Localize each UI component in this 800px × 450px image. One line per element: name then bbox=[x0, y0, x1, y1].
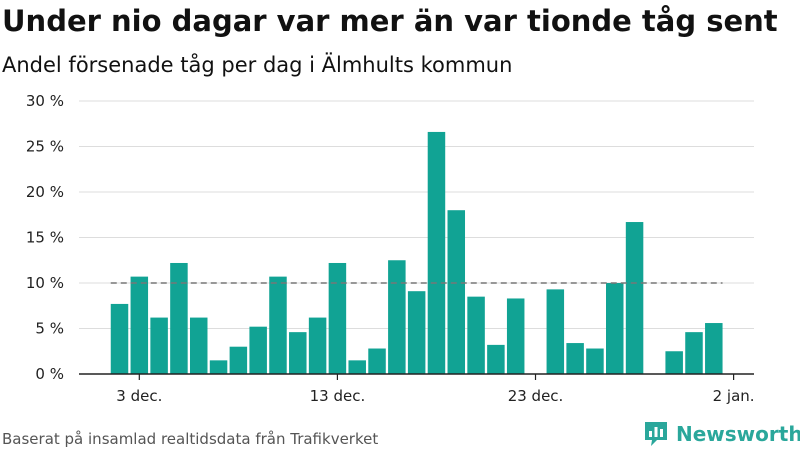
x-tick-label: 2 jan. bbox=[713, 387, 755, 405]
bar bbox=[665, 351, 683, 374]
newsworthy-logo-icon bbox=[645, 422, 667, 446]
bar bbox=[407, 291, 426, 374]
y-tick-label: 20 % bbox=[26, 183, 64, 201]
bar bbox=[249, 326, 267, 374]
bar bbox=[467, 296, 485, 374]
bar bbox=[269, 276, 287, 374]
y-tick-label: 15 % bbox=[26, 229, 64, 247]
bar bbox=[170, 262, 188, 374]
bar bbox=[487, 344, 505, 374]
bar bbox=[368, 348, 386, 374]
bar bbox=[289, 332, 307, 374]
newsworthy-logo: Newsworthy bbox=[643, 420, 800, 448]
bar bbox=[546, 289, 565, 374]
bar bbox=[130, 276, 149, 374]
brand-name: Newsworthy bbox=[676, 422, 800, 446]
bar bbox=[150, 317, 168, 374]
bar bbox=[625, 222, 644, 374]
bar bbox=[705, 323, 723, 374]
x-tick-label: 13 dec. bbox=[310, 387, 366, 405]
bar bbox=[308, 317, 327, 374]
y-tick-label: 25 % bbox=[26, 138, 64, 156]
bar bbox=[566, 343, 584, 374]
y-tick-label: 0 % bbox=[35, 365, 64, 383]
bar bbox=[447, 210, 466, 374]
bar bbox=[388, 260, 406, 374]
x-tick-label: 23 dec. bbox=[508, 387, 564, 405]
chart-subtitle: Andel försenade tåg per dag i Älmhults k… bbox=[2, 53, 513, 77]
axes: 0 % 5 % 10 % 15 % 20 % 25 % 30 % 3 dec. 13 dec. 2… bbox=[26, 92, 755, 405]
bar bbox=[586, 348, 604, 374]
bars bbox=[110, 131, 723, 374]
y-tick-label: 30 % bbox=[26, 92, 64, 110]
chart-title: Under nio dagar var mer än var tionde tå… bbox=[2, 4, 778, 38]
bar bbox=[209, 360, 228, 374]
bar bbox=[685, 332, 703, 374]
bar bbox=[606, 283, 624, 374]
bar bbox=[110, 303, 129, 374]
x-tick-label: 3 dec. bbox=[116, 387, 162, 405]
bar bbox=[189, 317, 208, 374]
y-tick-label: 10 % bbox=[26, 274, 64, 292]
bar bbox=[348, 360, 366, 374]
bar bbox=[328, 262, 347, 374]
bar bbox=[229, 346, 248, 374]
y-tick-label: 5 % bbox=[35, 320, 64, 338]
bar bbox=[427, 131, 446, 374]
source-note: Baserat på insamlad realtidsdata från Tr… bbox=[2, 430, 379, 448]
bar bbox=[506, 298, 525, 374]
